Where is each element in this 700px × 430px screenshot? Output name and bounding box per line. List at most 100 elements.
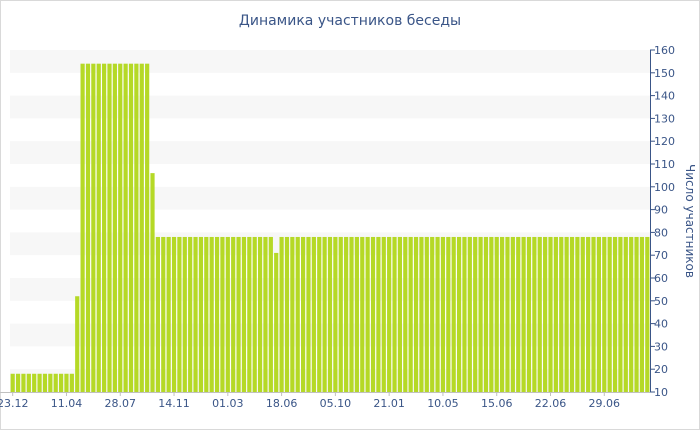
bar (10, 373, 15, 392)
bar (456, 236, 462, 392)
bar (134, 63, 139, 393)
y-tick-label: 70 (654, 249, 668, 262)
bar (424, 236, 429, 392)
y-tick-label: 20 (654, 363, 668, 376)
bar (225, 236, 230, 392)
bar (473, 236, 478, 392)
bar (645, 236, 650, 392)
bar (279, 236, 284, 392)
bar (274, 252, 279, 392)
bar (559, 236, 564, 392)
bar (295, 236, 300, 392)
y-tick-label: 150 (654, 67, 675, 80)
x-tick-label: 05.10 (320, 397, 352, 410)
bar (370, 236, 376, 392)
bar (69, 373, 74, 392)
chart-title: Динамика участников беседы (238, 13, 462, 29)
bar (96, 63, 101, 393)
y-tick-label: 30 (654, 340, 668, 353)
x-tick-label: 10.05 (427, 397, 459, 410)
bar (209, 236, 214, 392)
bar (333, 236, 338, 392)
y-tick-label: 110 (654, 158, 675, 171)
bar (64, 373, 69, 392)
bar (537, 236, 542, 392)
bar (360, 236, 365, 392)
bar (435, 236, 440, 392)
bar (564, 236, 569, 392)
bar (489, 236, 494, 392)
x-tick-label: 23.12 (0, 397, 28, 410)
bar (155, 236, 160, 392)
bar (48, 373, 53, 392)
bar (317, 236, 322, 392)
x-tick-label: 18.06 (266, 397, 298, 410)
bar (220, 236, 225, 392)
bar (112, 63, 117, 393)
bar (586, 236, 591, 392)
bar (408, 236, 413, 392)
bar (75, 296, 80, 392)
bar (214, 236, 220, 392)
bar (53, 373, 58, 392)
bar (451, 236, 456, 392)
bar (602, 236, 607, 392)
y-tick-label: 130 (654, 112, 675, 125)
bar (521, 236, 526, 392)
bar (42, 373, 48, 392)
bar (80, 63, 85, 393)
bar (306, 236, 311, 392)
bar (247, 236, 252, 392)
y-tick-label: 90 (654, 204, 668, 217)
bar (580, 236, 585, 392)
bar (177, 236, 182, 392)
bar (532, 236, 537, 392)
bar (575, 236, 580, 392)
bar (553, 236, 558, 392)
bar (263, 236, 268, 392)
grid-band (10, 50, 650, 73)
bar (419, 236, 424, 392)
bar (526, 236, 532, 392)
bar (102, 63, 107, 393)
x-tick-label: 21.01 (373, 397, 405, 410)
bar (446, 236, 451, 392)
y-tick-label: 100 (654, 181, 675, 194)
grid-band (10, 95, 650, 119)
bar (354, 236, 359, 392)
bar (91, 63, 96, 393)
bar (639, 236, 645, 392)
bar (204, 236, 209, 392)
x-tick-label: 15.06 (481, 397, 513, 410)
bar (505, 236, 510, 392)
bar (634, 236, 639, 392)
grid-band (10, 186, 650, 210)
y-tick-label: 80 (654, 226, 668, 239)
bar (500, 236, 505, 392)
bar (15, 373, 21, 392)
bar (32, 373, 37, 392)
bar (478, 236, 483, 392)
bar (257, 236, 263, 392)
bar (483, 236, 489, 392)
x-tick-label: 11.04 (51, 397, 83, 410)
bar (301, 236, 306, 392)
bar (145, 63, 150, 393)
x-tick-label: 22.06 (535, 397, 567, 410)
bar (591, 236, 596, 392)
bar (26, 373, 31, 392)
bar (349, 236, 354, 392)
bar (403, 236, 408, 392)
y-axis-label: Число участников (683, 164, 697, 278)
bar (268, 236, 273, 392)
bar (462, 236, 467, 392)
bar (21, 373, 26, 392)
bar (123, 63, 128, 393)
bar (365, 236, 370, 392)
bar (618, 236, 623, 392)
bar (344, 236, 349, 392)
bar (596, 236, 601, 392)
bar (376, 236, 381, 392)
bar (188, 236, 193, 392)
